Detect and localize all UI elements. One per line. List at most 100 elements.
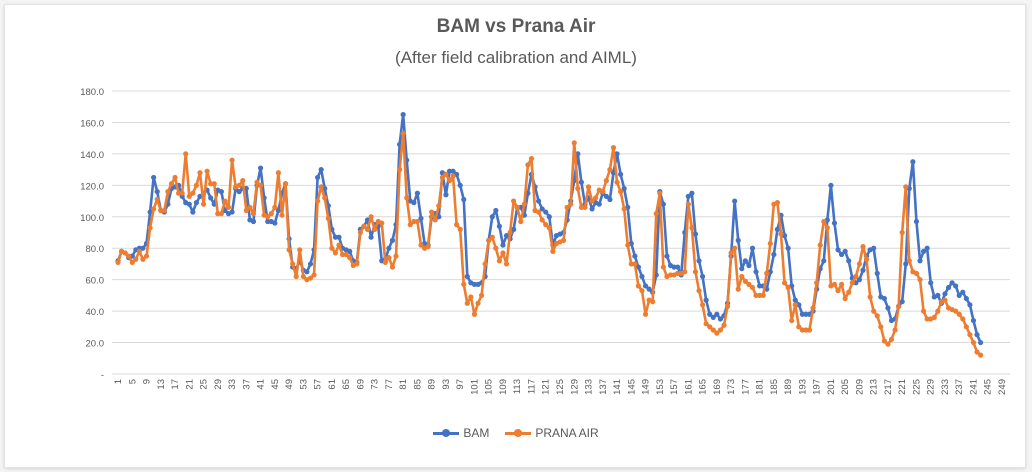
data-point-prana-air xyxy=(881,338,887,344)
data-point-prana-air xyxy=(849,280,855,286)
data-point-prana-air xyxy=(838,281,845,287)
data-point-bam xyxy=(140,245,146,251)
x-tick-label: 61 xyxy=(327,379,338,390)
data-point-prana-air xyxy=(732,245,738,251)
data-point-prana-air xyxy=(578,204,584,210)
data-point-prana-air xyxy=(411,218,417,225)
data-point-bam xyxy=(315,174,321,181)
data-point-prana-air xyxy=(307,275,314,281)
data-point-prana-air xyxy=(892,327,898,333)
x-tick-label: 193 xyxy=(797,379,808,395)
x-tick-label: 25 xyxy=(199,379,210,390)
data-point-bam xyxy=(963,295,969,302)
data-point-prana-air xyxy=(354,261,360,267)
data-point-prana-air xyxy=(343,251,349,258)
data-point-prana-air xyxy=(161,207,167,214)
data-point-bam xyxy=(910,159,916,165)
data-point-prana-air xyxy=(143,253,150,259)
data-point-prana-air xyxy=(357,229,363,236)
data-point-prana-air xyxy=(753,292,759,298)
data-point-prana-air xyxy=(151,206,157,212)
data-point-prana-air xyxy=(129,259,135,265)
data-point-bam xyxy=(685,193,691,199)
data-point-prana-air xyxy=(710,327,716,333)
data-point-prana-air xyxy=(560,237,567,243)
data-point-prana-air xyxy=(617,189,624,195)
data-point-bam xyxy=(838,251,845,258)
x-tick-label: 153 xyxy=(655,379,666,395)
data-point-bam xyxy=(443,192,449,198)
data-point-prana-air xyxy=(696,288,702,294)
data-point-prana-air xyxy=(831,281,838,287)
data-point-prana-air xyxy=(439,174,445,181)
data-point-prana-air xyxy=(728,250,734,256)
data-point-bam xyxy=(389,237,396,243)
data-point-prana-air xyxy=(186,193,192,199)
data-point-prana-air xyxy=(871,308,877,314)
data-point-prana-air xyxy=(197,170,203,176)
data-point-prana-air xyxy=(386,255,392,261)
x-tick-label: 9 xyxy=(142,379,153,384)
data-point-bam xyxy=(186,201,192,207)
data-point-prana-air xyxy=(418,242,424,248)
data-point-bam xyxy=(945,284,952,291)
data-point-prana-air xyxy=(425,244,431,250)
x-tick-label: 157 xyxy=(669,379,680,395)
data-point-prana-air xyxy=(332,250,339,256)
data-point-prana-air xyxy=(863,256,870,262)
data-point-prana-air xyxy=(953,308,959,314)
data-point-prana-air xyxy=(846,289,852,295)
data-point-bam xyxy=(347,248,353,254)
data-point-bam xyxy=(796,302,802,308)
data-point-prana-air xyxy=(874,313,880,319)
x-tick-label: 229 xyxy=(926,379,937,395)
data-point-bam xyxy=(913,218,920,225)
data-point-prana-air xyxy=(742,278,748,284)
data-point-bam xyxy=(903,261,909,267)
data-point-prana-air xyxy=(564,204,570,210)
data-point-prana-air xyxy=(379,220,385,226)
data-point-prana-air xyxy=(760,292,766,298)
data-point-prana-air xyxy=(675,270,681,276)
x-tick-label: 177 xyxy=(740,379,751,395)
data-point-bam xyxy=(970,317,977,324)
data-point-prana-air xyxy=(632,261,638,267)
data-point-bam xyxy=(414,190,421,196)
x-tick-label: 209 xyxy=(854,379,865,395)
data-point-bam xyxy=(792,297,798,303)
x-tick-label: 237 xyxy=(954,379,965,395)
data-point-prana-air xyxy=(229,157,235,163)
data-point-prana-air xyxy=(393,253,399,259)
data-point-prana-air xyxy=(322,195,328,201)
x-tick-label: 217 xyxy=(883,379,894,395)
data-point-bam xyxy=(828,182,834,188)
data-point-prana-air xyxy=(254,179,260,185)
data-point-prana-air xyxy=(482,261,488,267)
data-point-prana-air xyxy=(265,214,271,220)
data-point-prana-air xyxy=(546,225,552,231)
data-point-prana-air xyxy=(575,185,581,192)
data-point-bam xyxy=(307,261,314,267)
data-point-bam xyxy=(978,339,984,346)
data-point-bam xyxy=(749,245,756,251)
data-point-prana-air xyxy=(821,218,827,225)
data-point-prana-air xyxy=(126,253,132,259)
data-point-prana-air xyxy=(404,195,410,201)
data-point-prana-air xyxy=(279,212,285,218)
data-point-prana-air xyxy=(856,261,863,267)
data-point-prana-air xyxy=(464,300,470,306)
legend-swatch-bam xyxy=(433,427,460,439)
y-tick-label: 120.0 xyxy=(80,181,104,192)
data-point-bam xyxy=(956,292,962,298)
data-point-prana-air xyxy=(268,211,274,217)
data-point-prana-air xyxy=(293,273,299,280)
data-point-prana-air xyxy=(970,339,977,346)
data-point-prana-air xyxy=(635,283,642,289)
data-point-prana-air xyxy=(593,195,599,201)
data-point-prana-air xyxy=(767,240,773,247)
x-tick-label: 109 xyxy=(498,379,509,395)
x-tick-label: 45 xyxy=(270,379,281,390)
data-point-prana-air xyxy=(208,181,214,187)
data-point-prana-air xyxy=(625,242,631,248)
